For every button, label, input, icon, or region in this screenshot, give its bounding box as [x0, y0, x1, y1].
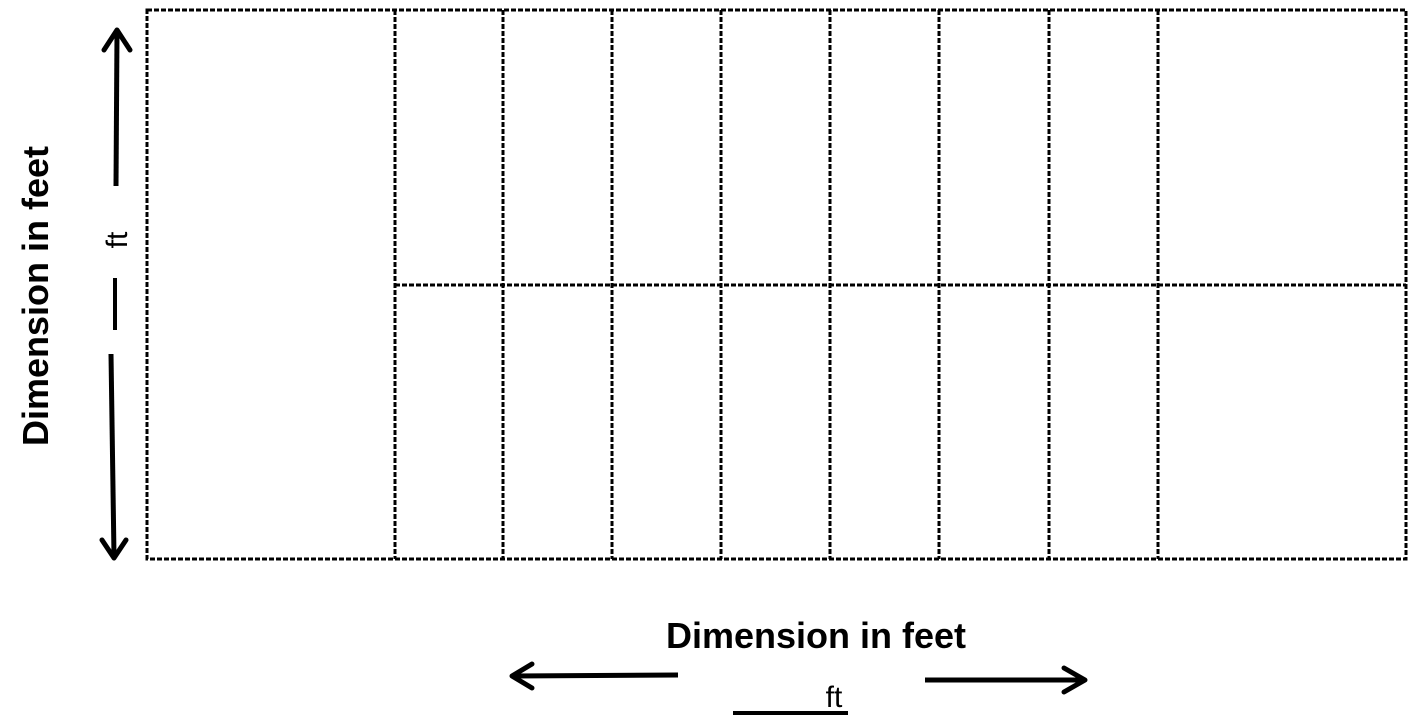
- vertical-dimension-arrow: [99, 27, 133, 561]
- horizontal-dimension-label: Dimension in feet: [666, 615, 966, 656]
- horizontal-dimension-unit: ft: [826, 681, 843, 714]
- vertical-arrow-upper-shaft: [113, 31, 120, 187]
- vertical-dimension-unit: ft: [101, 231, 134, 248]
- right-arrowhead-icon: [1061, 665, 1088, 695]
- down-arrowhead-icon: [99, 537, 129, 561]
- left-arrowhead-icon: [509, 661, 535, 691]
- horizontal-dimension-arrow: [509, 661, 1088, 715]
- up-arrowhead-icon: [101, 27, 133, 53]
- vertical-arrow-lower-shaft: [108, 353, 117, 557]
- horizontal-arrow-left-shaft: [513, 672, 679, 679]
- vertical-dimension-label: Dimension in feet: [15, 146, 56, 446]
